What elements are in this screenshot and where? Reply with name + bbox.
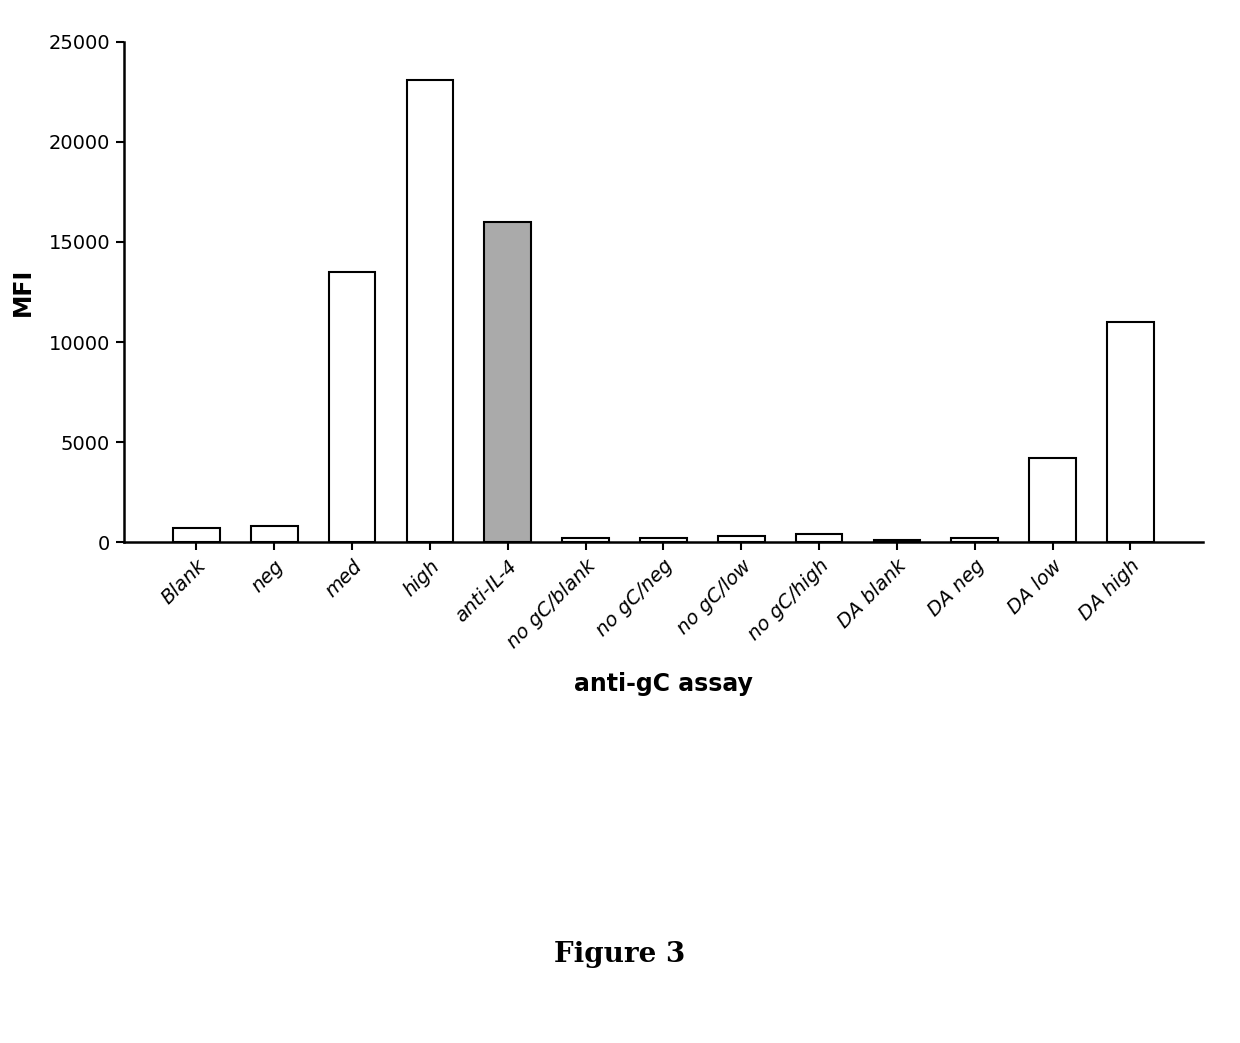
Bar: [174, 529, 219, 542]
Bar: [562, 538, 609, 542]
Y-axis label: MFI: MFI: [11, 268, 35, 316]
Bar: [1107, 322, 1153, 542]
Bar: [329, 272, 376, 542]
X-axis label: anti-gC assay: anti-gC assay: [574, 672, 753, 696]
Bar: [485, 222, 531, 542]
Bar: [796, 534, 842, 542]
Bar: [407, 79, 454, 542]
Bar: [250, 527, 298, 542]
Bar: [873, 540, 920, 542]
Text: Figure 3: Figure 3: [554, 941, 686, 968]
Bar: [1029, 458, 1076, 542]
Bar: [718, 536, 765, 542]
Bar: [951, 538, 998, 542]
Bar: [640, 538, 687, 542]
